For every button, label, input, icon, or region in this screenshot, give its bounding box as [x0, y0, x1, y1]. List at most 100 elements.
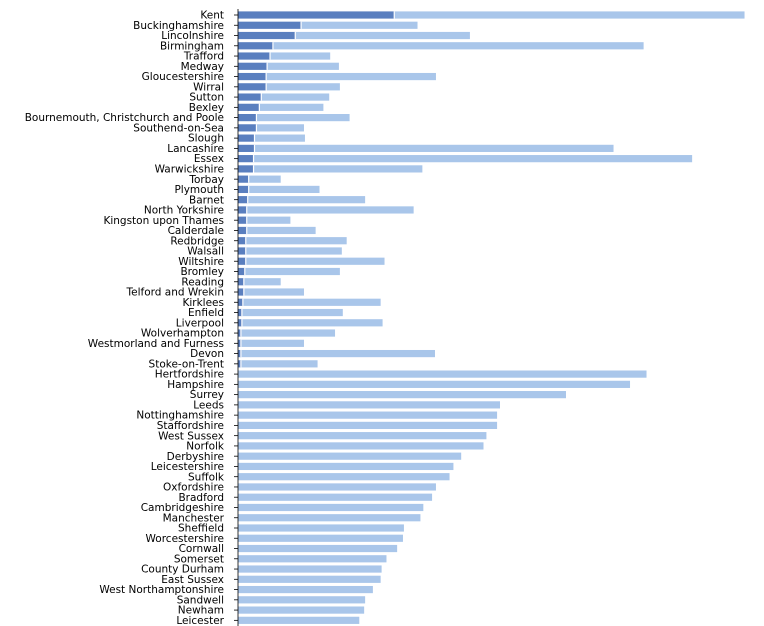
bar-segment-light	[238, 565, 382, 573]
category-label: West Northamptonshire	[99, 584, 224, 596]
category-label: Surrey	[190, 389, 224, 401]
bar-segment-light	[238, 534, 403, 542]
category-label: Leeds	[193, 399, 224, 411]
bars-layer	[238, 11, 745, 624]
bar-segment-light	[295, 31, 470, 40]
bar-segment-dark	[238, 31, 296, 40]
category-label: Wirral	[193, 81, 224, 93]
bar-segment-light	[240, 339, 304, 347]
category-label: Barnet	[189, 194, 224, 206]
bar-segment-light	[238, 493, 433, 501]
category-label: Derbyshire	[167, 451, 224, 463]
bar-segment-light	[240, 349, 435, 358]
category-label: Trafford	[183, 51, 224, 63]
category-label: County Durham	[141, 564, 224, 576]
bar-segment-dark	[238, 196, 248, 204]
category-label: Bexley	[189, 102, 224, 114]
bar-segment-light	[266, 72, 436, 81]
bar-segment-light	[256, 124, 304, 132]
bar-segment-light	[238, 514, 421, 522]
category-label: Manchester	[163, 512, 225, 524]
bar-segment-light	[245, 247, 342, 255]
category-label: Lincolnshire	[161, 30, 224, 42]
category-label: Slough	[188, 133, 224, 145]
category-labels-layer: KentBuckinghamshireLincolnshireBirmingha…	[25, 10, 238, 626]
category-label: Sutton	[189, 92, 224, 104]
bar-segment-light	[238, 585, 373, 594]
category-label: Hertfordshire	[155, 369, 224, 381]
bar-segment-light	[238, 421, 498, 429]
category-label: Medway	[181, 61, 224, 73]
bar-segment-dark	[238, 103, 260, 111]
category-label: Sandwell	[177, 594, 224, 606]
category-label: Suffolk	[188, 471, 225, 483]
bar-segment-light	[256, 114, 350, 122]
category-label: Torbay	[188, 174, 224, 186]
bar-segment-light	[238, 442, 484, 450]
bar-segment-dark	[238, 226, 247, 235]
category-label: Newham	[178, 605, 224, 617]
bar-segment-light	[240, 329, 336, 337]
category-label: Redbridge	[170, 235, 224, 247]
bar-segment-dark	[238, 329, 241, 337]
bar-segment-light	[238, 380, 631, 388]
bar-segment-dark	[238, 42, 273, 50]
bar-segment-dark	[238, 11, 395, 19]
category-label: Kirklees	[182, 297, 224, 309]
bar-segment-dark	[238, 144, 255, 152]
bar-segment-light	[243, 278, 281, 286]
bar-segment-light	[241, 319, 383, 327]
bar-segment-light	[245, 257, 385, 265]
category-label: Calderdale	[168, 225, 224, 237]
category-label: Cornwall	[179, 543, 224, 555]
category-label: West Sussex	[158, 430, 224, 442]
category-label: Cambridgeshire	[141, 502, 224, 514]
category-label: Southend-on-Sea	[133, 122, 224, 134]
category-label: Wiltshire	[178, 256, 224, 268]
bar-segment-light	[238, 452, 462, 460]
category-label: Wolverhampton	[141, 328, 224, 340]
category-label: Devon	[190, 348, 224, 360]
bar-segment-light	[248, 175, 281, 183]
category-label: Warwickshire	[155, 164, 224, 176]
bar-segment-light	[238, 462, 454, 471]
bar-segment-dark	[238, 114, 257, 122]
category-label: Gloucestershire	[142, 71, 224, 83]
bar-segment-light	[238, 432, 487, 440]
category-label: Westmorland and Furness	[88, 338, 224, 350]
bar-segment-light	[254, 134, 305, 142]
bar-segment-light	[241, 308, 343, 317]
bar-segment-light	[301, 21, 418, 29]
bar-segment-light	[266, 83, 340, 91]
bar-segment-dark	[238, 185, 249, 194]
bar-segment-light	[238, 401, 500, 409]
bar-segment-light	[253, 165, 423, 173]
bar-segment-dark	[238, 339, 241, 347]
category-label: Bromley	[180, 266, 224, 278]
bar-segment-dark	[238, 308, 242, 317]
category-label: Reading	[181, 276, 224, 288]
category-label: Staffordshire	[157, 420, 224, 432]
bar-segment-light	[272, 42, 644, 50]
category-label: Essex	[194, 153, 224, 165]
bar-segment-light	[248, 185, 320, 194]
bar-segment-dark	[238, 21, 302, 29]
bar-segment-dark	[238, 62, 268, 70]
bar-segment-light	[270, 52, 331, 60]
category-label: Leicester	[176, 615, 224, 626]
category-label: Sheffield	[178, 523, 224, 535]
category-label: North Yorkshire	[144, 205, 224, 217]
category-label: Birmingham	[160, 40, 224, 52]
bar-segment-dark	[238, 267, 245, 276]
bar-segment-light	[243, 288, 304, 296]
bar-segment-dark	[238, 360, 241, 368]
bar-segment-light	[240, 360, 318, 368]
category-label: Worcestershire	[146, 533, 224, 545]
category-label: Telford and Wrekin	[126, 287, 224, 299]
bar-segment-light	[254, 144, 614, 152]
bar-segment-light	[246, 206, 414, 214]
bar-segment-light	[245, 237, 347, 245]
bar-segment-light	[238, 370, 647, 378]
bar-segment-dark	[238, 72, 267, 81]
